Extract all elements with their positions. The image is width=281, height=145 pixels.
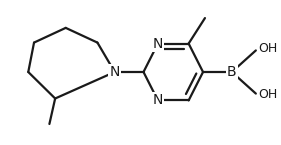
Text: B: B xyxy=(227,65,237,79)
Text: N: N xyxy=(110,65,120,79)
Text: N: N xyxy=(153,37,163,51)
Text: OH: OH xyxy=(258,88,277,101)
Text: OH: OH xyxy=(258,42,277,55)
Text: N: N xyxy=(153,94,163,107)
